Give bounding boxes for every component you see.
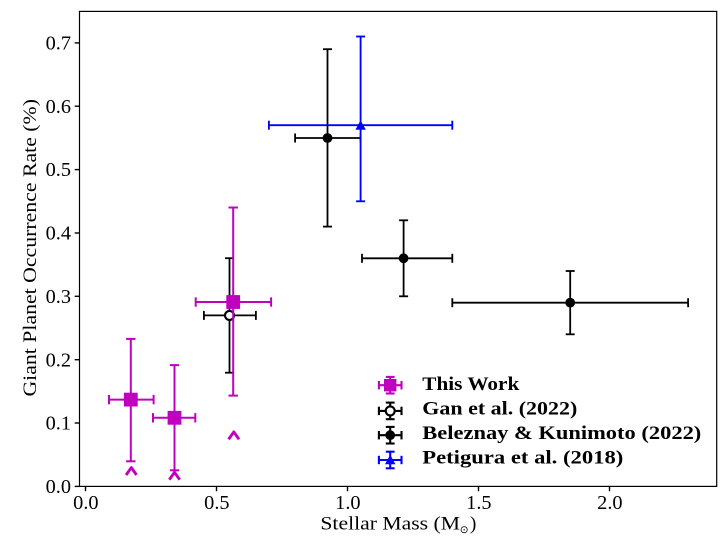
svg-text:0.1: 0.1 xyxy=(46,413,71,435)
svg-text:1.0: 1.0 xyxy=(335,492,360,514)
svg-text:Beleznay & Kunimoto (2022): Beleznay & Kunimoto (2022) xyxy=(422,423,701,444)
svg-text:Stellar Mass (M: Stellar Mass (M xyxy=(320,514,460,535)
svg-text:This Work: This Work xyxy=(422,374,519,395)
svg-text:0.0: 0.0 xyxy=(73,492,98,514)
svg-text:0.5: 0.5 xyxy=(46,159,71,181)
svg-text:0.7: 0.7 xyxy=(46,33,71,55)
svg-text:0.2: 0.2 xyxy=(46,349,71,371)
svg-text:1.5: 1.5 xyxy=(466,492,491,514)
svg-text:⊙: ⊙ xyxy=(460,525,469,536)
svg-text:Petigura et al. (2018): Petigura et al. (2018) xyxy=(422,448,623,469)
svg-text:0.3: 0.3 xyxy=(46,286,71,308)
svg-text:0.0: 0.0 xyxy=(46,476,71,498)
svg-text:0.5: 0.5 xyxy=(204,492,229,514)
svg-text:0.4: 0.4 xyxy=(46,223,71,245)
svg-text:Giant Planet Occurrence Rate (: Giant Planet Occurrence Rate (%) xyxy=(20,99,41,397)
svg-text:): ) xyxy=(470,514,476,535)
svg-text:0.6: 0.6 xyxy=(46,96,71,118)
svg-text:2.0: 2.0 xyxy=(597,492,622,514)
svg-text:Gan et al. (2022): Gan et al. (2022) xyxy=(422,399,577,420)
